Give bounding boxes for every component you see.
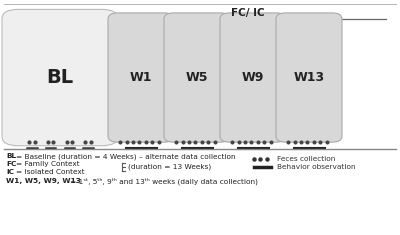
Text: W9: W9: [242, 71, 264, 84]
Text: = Baseline (duration = 4 Weeks) – alternate data collection: = Baseline (duration = 4 Weeks) – altern…: [16, 153, 236, 160]
Text: W1: W1: [130, 71, 152, 84]
Text: W5: W5: [186, 71, 208, 84]
Text: BL: BL: [46, 68, 74, 87]
Text: = Family Context: = Family Context: [16, 161, 80, 168]
Text: FC: FC: [6, 161, 16, 168]
FancyBboxPatch shape: [220, 13, 286, 142]
Text: (duration = 13 Weeks): (duration = 13 Weeks): [128, 164, 211, 170]
Text: IC: IC: [6, 169, 14, 176]
Text: Feces collection: Feces collection: [277, 156, 336, 162]
Text: = Isolated Context: = Isolated Context: [16, 169, 85, 176]
FancyBboxPatch shape: [2, 9, 118, 146]
FancyBboxPatch shape: [276, 13, 342, 142]
Text: FC/ IC: FC/ IC: [231, 8, 265, 18]
Text: = 1ˢᵗ, 5ᵗʰ, 9ᵗʰ and 13ᵗʰ weeks (daily data collection): = 1ˢᵗ, 5ᵗʰ, 9ᵗʰ and 13ᵗʰ weeks (daily da…: [70, 178, 258, 185]
Text: BL: BL: [6, 153, 16, 159]
Text: Behavior observation: Behavior observation: [277, 164, 356, 170]
FancyBboxPatch shape: [164, 13, 230, 142]
Text: W13: W13: [294, 71, 324, 84]
Text: W1, W5, W9, W13: W1, W5, W9, W13: [6, 178, 81, 184]
FancyBboxPatch shape: [108, 13, 174, 142]
